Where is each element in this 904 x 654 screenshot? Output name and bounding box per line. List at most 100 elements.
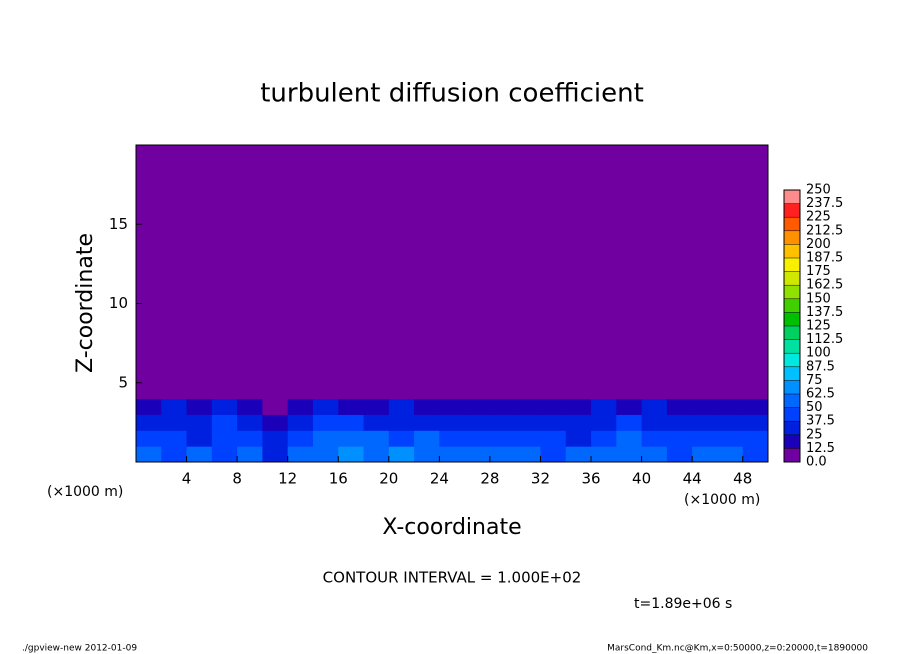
colorbar-swatch <box>784 366 800 381</box>
heat-cell <box>338 414 365 431</box>
heat-cell <box>515 145 541 368</box>
heat-cell <box>666 414 693 431</box>
x-tick-label: 48 <box>733 470 752 488</box>
heat-cell <box>565 430 592 447</box>
heat-cell <box>540 366 567 400</box>
colorbar-swatch <box>784 339 800 354</box>
colorbar-swatch <box>784 394 800 408</box>
heat-cell <box>439 414 466 431</box>
heat-cell <box>237 398 263 415</box>
heat-cell <box>464 446 491 463</box>
colorbar-label: 237.5 <box>806 196 843 211</box>
heat-cell <box>641 145 668 368</box>
colorbar-label: 0.0 <box>806 455 827 470</box>
x-tick-label: 4 <box>182 470 192 488</box>
footer-right: MarsCond_Km.nc@Km,x=0:50000,z=0:20000,t=… <box>607 644 868 654</box>
colorbar-label: 112.5 <box>806 332 843 347</box>
heat-cell <box>363 398 390 415</box>
heat-cell <box>565 414 592 431</box>
x-tick-label: 40 <box>632 470 651 488</box>
colorbar-swatch <box>784 448 800 462</box>
heat-cell <box>186 414 213 431</box>
heat-cell <box>388 446 415 463</box>
heat-cell <box>464 145 491 368</box>
x-unit: (×1000 m) <box>684 492 760 508</box>
heat-cell <box>742 446 769 463</box>
heat-cell <box>363 414 390 431</box>
colorbar-label: 25 <box>806 427 823 442</box>
heat-cell <box>161 145 188 368</box>
colorbar-label: 250 <box>806 183 831 198</box>
heat-cell <box>312 430 339 447</box>
heat-cell <box>287 145 314 368</box>
heat-cell <box>136 398 162 415</box>
colorbar-label: 62.5 <box>806 387 835 402</box>
x-tick-label: 8 <box>232 470 242 488</box>
heat-cell <box>414 398 440 415</box>
heat-cell <box>717 414 744 431</box>
footer-left: ./gpview-new 2012-01-09 <box>22 644 137 654</box>
heat-cell <box>186 366 213 400</box>
heat-cell <box>439 398 466 415</box>
heat-cell <box>338 446 365 463</box>
x-tick-label: 28 <box>480 470 499 488</box>
colorbar-swatch <box>784 217 800 231</box>
heat-cell <box>262 414 289 431</box>
contour-note: CONTOUR INTERVAL = 1.000E+02 <box>323 569 582 587</box>
heat-cell <box>338 145 365 368</box>
heat-cell <box>692 366 718 400</box>
colorbar-label: 212.5 <box>806 223 843 238</box>
heat-cell <box>515 446 541 463</box>
heat-cell <box>692 430 718 447</box>
x-tick-label: 36 <box>581 470 600 488</box>
heat-cell <box>489 398 516 415</box>
heat-cell <box>211 414 238 431</box>
heat-cell <box>616 430 643 447</box>
heat-cell <box>136 145 162 368</box>
heat-cell <box>616 145 643 368</box>
heat-cell <box>692 446 718 463</box>
colorbar-label: 150 <box>806 291 831 306</box>
heat-cell <box>692 398 718 415</box>
heat-cell <box>489 414 516 431</box>
heat-cell <box>489 430 516 447</box>
colorbar-label: 200 <box>806 237 831 252</box>
heat-cell <box>237 414 263 431</box>
heat-cell <box>515 398 541 415</box>
x-axis-label: X-coordinate <box>382 515 521 540</box>
heat-cell <box>565 145 592 368</box>
heat-cell <box>692 414 718 431</box>
heat-cell <box>136 446 162 463</box>
heat-cell <box>641 398 668 415</box>
heat-cell <box>186 430 213 447</box>
heat-cell <box>186 398 213 415</box>
heat-cell <box>287 446 314 463</box>
colorbar-swatch <box>784 285 800 299</box>
heat-cell <box>717 145 744 368</box>
heat-cell <box>414 430 440 447</box>
colorbar-label: 187.5 <box>806 251 843 266</box>
heat-cell <box>161 366 188 400</box>
heat-cell <box>312 414 339 431</box>
heat-cell <box>237 430 263 447</box>
heat-cell <box>641 446 668 463</box>
x-tick-label: 12 <box>278 470 297 488</box>
heat-cell <box>565 446 592 463</box>
heat-cell <box>641 414 668 431</box>
heat-cell <box>388 398 415 415</box>
heat-cell <box>262 145 289 368</box>
heat-cell <box>742 145 769 368</box>
heat-cell <box>717 446 744 463</box>
heat-cell <box>161 414 188 431</box>
heat-cell <box>439 430 466 447</box>
colorbar-swatch <box>784 230 800 245</box>
time-note: t=1.89e+06 s <box>634 596 732 612</box>
heat-cell <box>515 414 541 431</box>
x-tick-label: 16 <box>329 470 348 488</box>
heat-cell <box>515 366 541 400</box>
heat-cell <box>388 366 415 400</box>
heat-cell <box>211 430 238 447</box>
colorbar-swatch <box>784 190 800 204</box>
heat-cell <box>489 145 516 368</box>
